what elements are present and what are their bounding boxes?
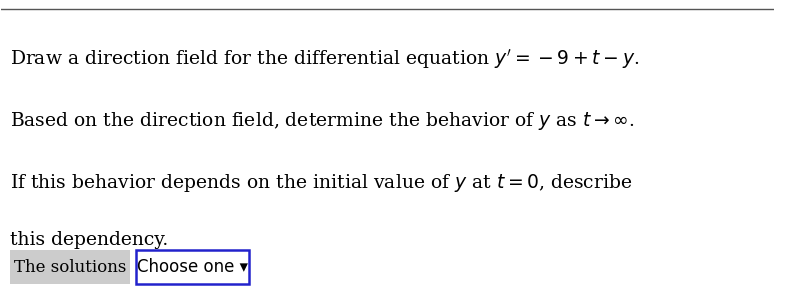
- Text: If this behavior depends on the initial value of $y$ at $t = 0$, describe: If this behavior depends on the initial …: [10, 172, 633, 194]
- Text: Draw a direction field for the differential equation $y' = -9 + t - y$.: Draw a direction field for the different…: [10, 47, 640, 71]
- Text: Choose one ▾: Choose one ▾: [137, 258, 248, 276]
- Text: this dependency.: this dependency.: [10, 231, 169, 249]
- FancyBboxPatch shape: [10, 250, 130, 284]
- Text: Based on the direction field, determine the behavior of $y$ as $t \rightarrow \i: Based on the direction field, determine …: [10, 110, 635, 131]
- Text: The solutions: The solutions: [14, 259, 126, 276]
- FancyBboxPatch shape: [137, 250, 249, 284]
